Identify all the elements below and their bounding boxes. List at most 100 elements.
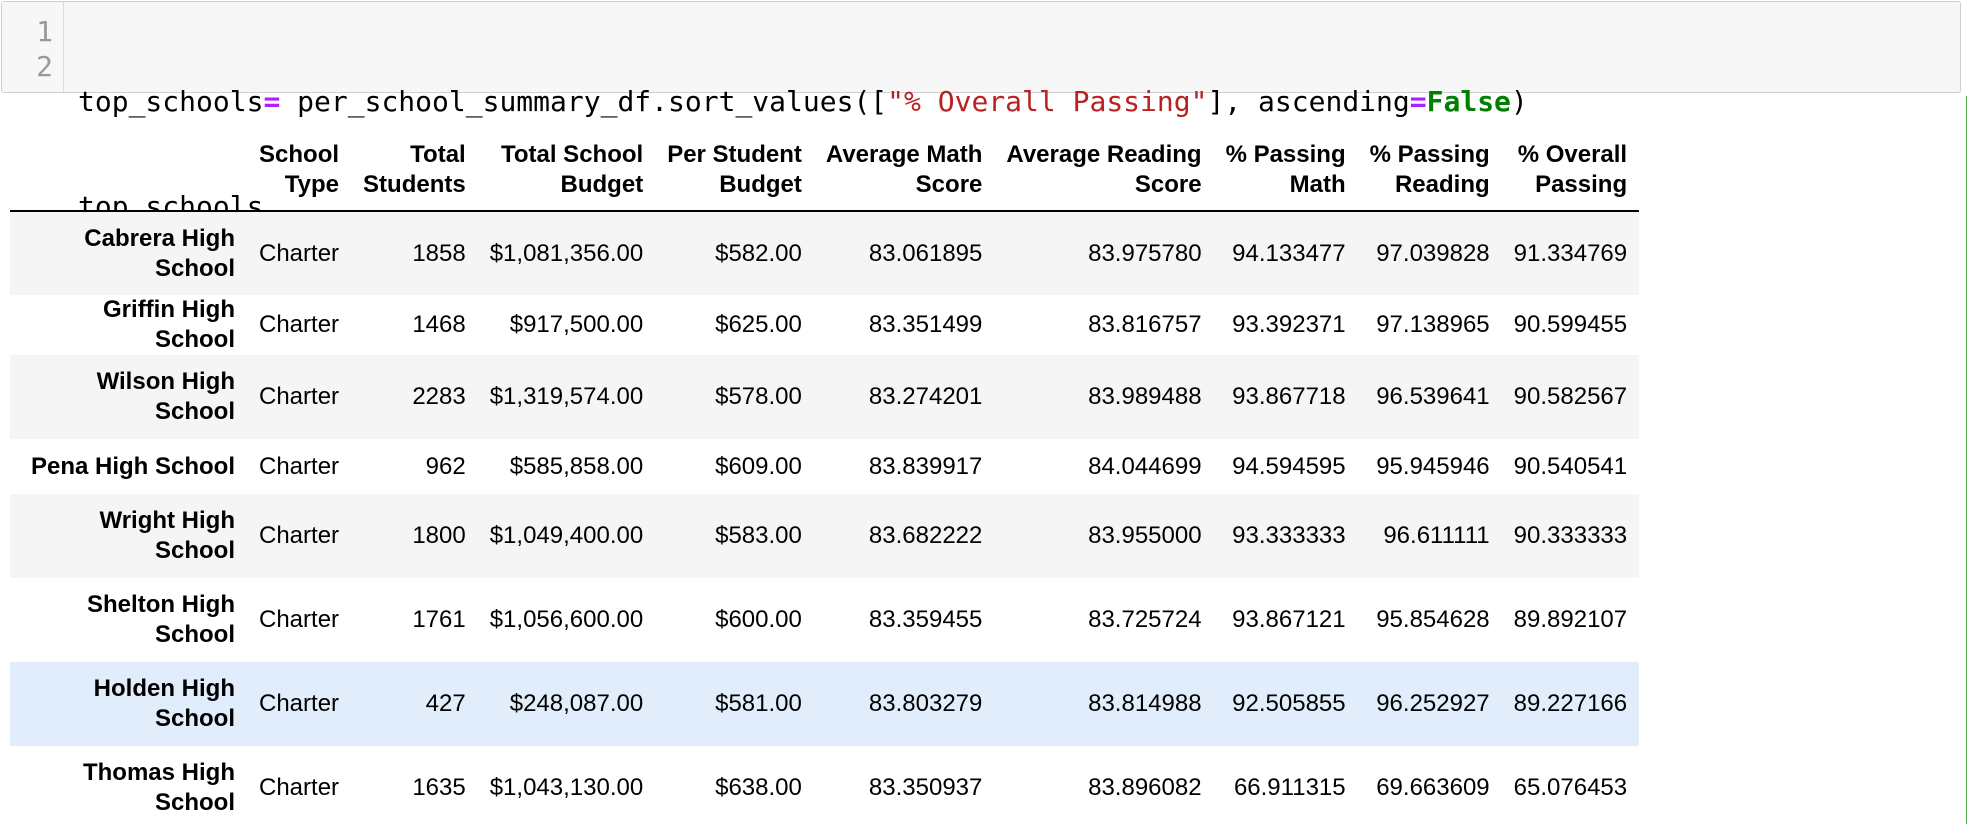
code-input-cell[interactable]: 1 2 top_schools= per_school_summary_df.s…: [1, 1, 1961, 223]
table-cell: 90.333333: [1513, 522, 1628, 549]
table-header: School Type Total Students Total School Budge…: [10, 140, 1640, 212]
table-cell: 95.854628: [1376, 606, 1490, 633]
table-cell: 83.975780: [1088, 239, 1202, 267]
table-row[interactable]: Wilson High School Charter 2283 $1,319,574.0…: [10, 355, 1640, 439]
table-cell: 93.867121: [1232, 606, 1346, 633]
table-cell: $583.00: [715, 522, 802, 549]
school-name-part: School: [154, 537, 235, 564]
table-cell: 83.351499: [868, 311, 983, 338]
table-row[interactable]: Thomas High School Charter 1635 $1,043,130.0…: [10, 746, 1640, 824]
column-header-label: % Passing: [1369, 141, 1490, 168]
school-name-part: School: [154, 789, 235, 816]
column-header-label: % Overall: [1517, 141, 1628, 168]
table-cell: $600.00: [715, 606, 802, 633]
table-row[interactable]: Wright High School Charter 1800 $1,049,400.0…: [10, 494, 1640, 578]
table-row[interactable]: Shelton High School Charter 1761 $1,056,600.…: [10, 578, 1640, 662]
code-keyword: False: [1426, 85, 1511, 118]
column-header-label: Total School: [500, 141, 644, 168]
table-cell: $248,087.00: [509, 690, 644, 717]
code-operator: =: [263, 85, 281, 118]
row-index-label: Shelton High School: [10, 578, 247, 662]
table-cell: 2283: [412, 383, 466, 410]
column-header-label: Budget: [560, 171, 644, 198]
school-name-part: School: [154, 254, 235, 282]
table-cell: Charter: [259, 690, 340, 717]
table-cell: 89.892107: [1513, 606, 1628, 633]
column-header-label: Average Math: [825, 141, 983, 168]
table-cell: $609.00: [715, 452, 802, 480]
school-name-part: Thomas High: [82, 759, 235, 786]
school-name-part: Wright High: [99, 507, 235, 534]
table-cell: 83.816757: [1088, 311, 1202, 338]
column-header-label: Average Reading: [1006, 141, 1202, 168]
school-name-part: School: [154, 398, 235, 425]
row-index-label: Griffin High School: [10, 295, 247, 355]
table-cell: 83.955000: [1088, 522, 1202, 549]
row-index-label: Thomas High School: [10, 746, 247, 824]
school-name-part: Wilson High: [96, 368, 235, 395]
table-cell: 962: [425, 452, 466, 480]
table-cell: 93.333333: [1232, 522, 1346, 549]
selected-cell-indicator: [1966, 96, 1967, 824]
table-cell: Charter: [259, 522, 340, 549]
table-cell: 83.061895: [868, 239, 983, 267]
table-cell: Charter: [259, 239, 340, 267]
table-row[interactable]: Griffin High School Charter 1468 $917,500.0…: [10, 295, 1640, 355]
table-cell: 83.803279: [868, 690, 983, 717]
table-body: Cabrera High School Charter 1858 $1,081,356.…: [10, 211, 1640, 824]
column-header-label: Per Student: [667, 141, 802, 168]
table-cell: $1,319,574.00: [489, 383, 644, 410]
column-header: Average Reading Score: [994, 140, 1214, 212]
table-row[interactable]: Pena High School Charter 962 $585,858.00 $60…: [10, 439, 1640, 494]
table-cell: 84.044699: [1088, 452, 1202, 480]
row-index-label: Holden High School: [10, 662, 247, 746]
table-cell: 93.867718: [1232, 383, 1346, 410]
output-area: School Type Total Students Total School Budge…: [10, 140, 1640, 824]
table-cell: 97.138965: [1376, 311, 1490, 338]
table-cell: 90.582567: [1513, 383, 1628, 410]
table-row[interactable]: Holden High School Charter 427 $248,087.00 $5…: [10, 662, 1640, 746]
table-cell: 1800: [412, 522, 466, 549]
table-cell: $1,056,600.00: [489, 606, 644, 633]
school-name-part: Cabrera High: [84, 224, 235, 252]
line-number: 2: [36, 50, 53, 83]
column-header: Average Math Score: [813, 140, 995, 212]
row-index-label: Wright High School: [10, 494, 247, 578]
header-row: School Type Total Students Total School Budge…: [10, 140, 1640, 212]
table-cell: 96.539641: [1376, 383, 1490, 410]
code-line[interactable]: top_schools= per_school_summary_df.sort_…: [78, 84, 1528, 119]
table-cell: 1858: [412, 239, 466, 267]
table-cell: 96.252927: [1376, 690, 1490, 717]
table-cell: 93.392371: [1232, 311, 1346, 338]
row-index-label: Pena High School: [10, 439, 247, 494]
code-editor[interactable]: top_schools= per_school_summary_df.sort_…: [64, 2, 1528, 223]
table-cell: 69.663609: [1376, 774, 1490, 801]
school-name-part: School: [154, 621, 235, 648]
school-name-part: Shelton High: [87, 591, 235, 618]
row-index-label: Cabrera High School: [10, 211, 247, 295]
table-cell: $585,858.00: [509, 452, 644, 480]
column-header: % Overall Passing: [1501, 140, 1640, 212]
table-cell: $1,043,130.00: [489, 774, 644, 801]
table-cell: 89.227166: [1513, 690, 1628, 717]
code-close-paren: ): [1510, 85, 1528, 118]
row-index-label: Wilson High School: [10, 355, 247, 439]
table-cell: 83.989488: [1088, 383, 1202, 410]
column-header: Per Student Budget: [655, 140, 814, 212]
table-cell: $1,081,356.00: [489, 239, 644, 267]
table-cell: 83.359455: [868, 606, 983, 633]
column-header-label: % Passing: [1225, 141, 1346, 168]
table-cell: 94.133477: [1232, 239, 1346, 267]
line-number: 1: [36, 15, 53, 48]
line-number-gutter: 1 2: [2, 2, 64, 92]
table-cell: $1,049,400.00: [489, 522, 644, 549]
table-row[interactable]: Cabrera High School Charter 1858 $1,081,356.…: [10, 211, 1640, 295]
table-cell: 83.682222: [868, 522, 983, 549]
table-cell: 83.274201: [868, 383, 983, 410]
column-header: School Type: [247, 140, 352, 212]
table-cell: 90.599455: [1513, 311, 1628, 338]
table-cell: Charter: [259, 774, 340, 801]
code-variable: top_schools: [78, 85, 264, 118]
column-header-label: School: [259, 141, 340, 168]
table-cell: 83.725724: [1088, 606, 1202, 633]
